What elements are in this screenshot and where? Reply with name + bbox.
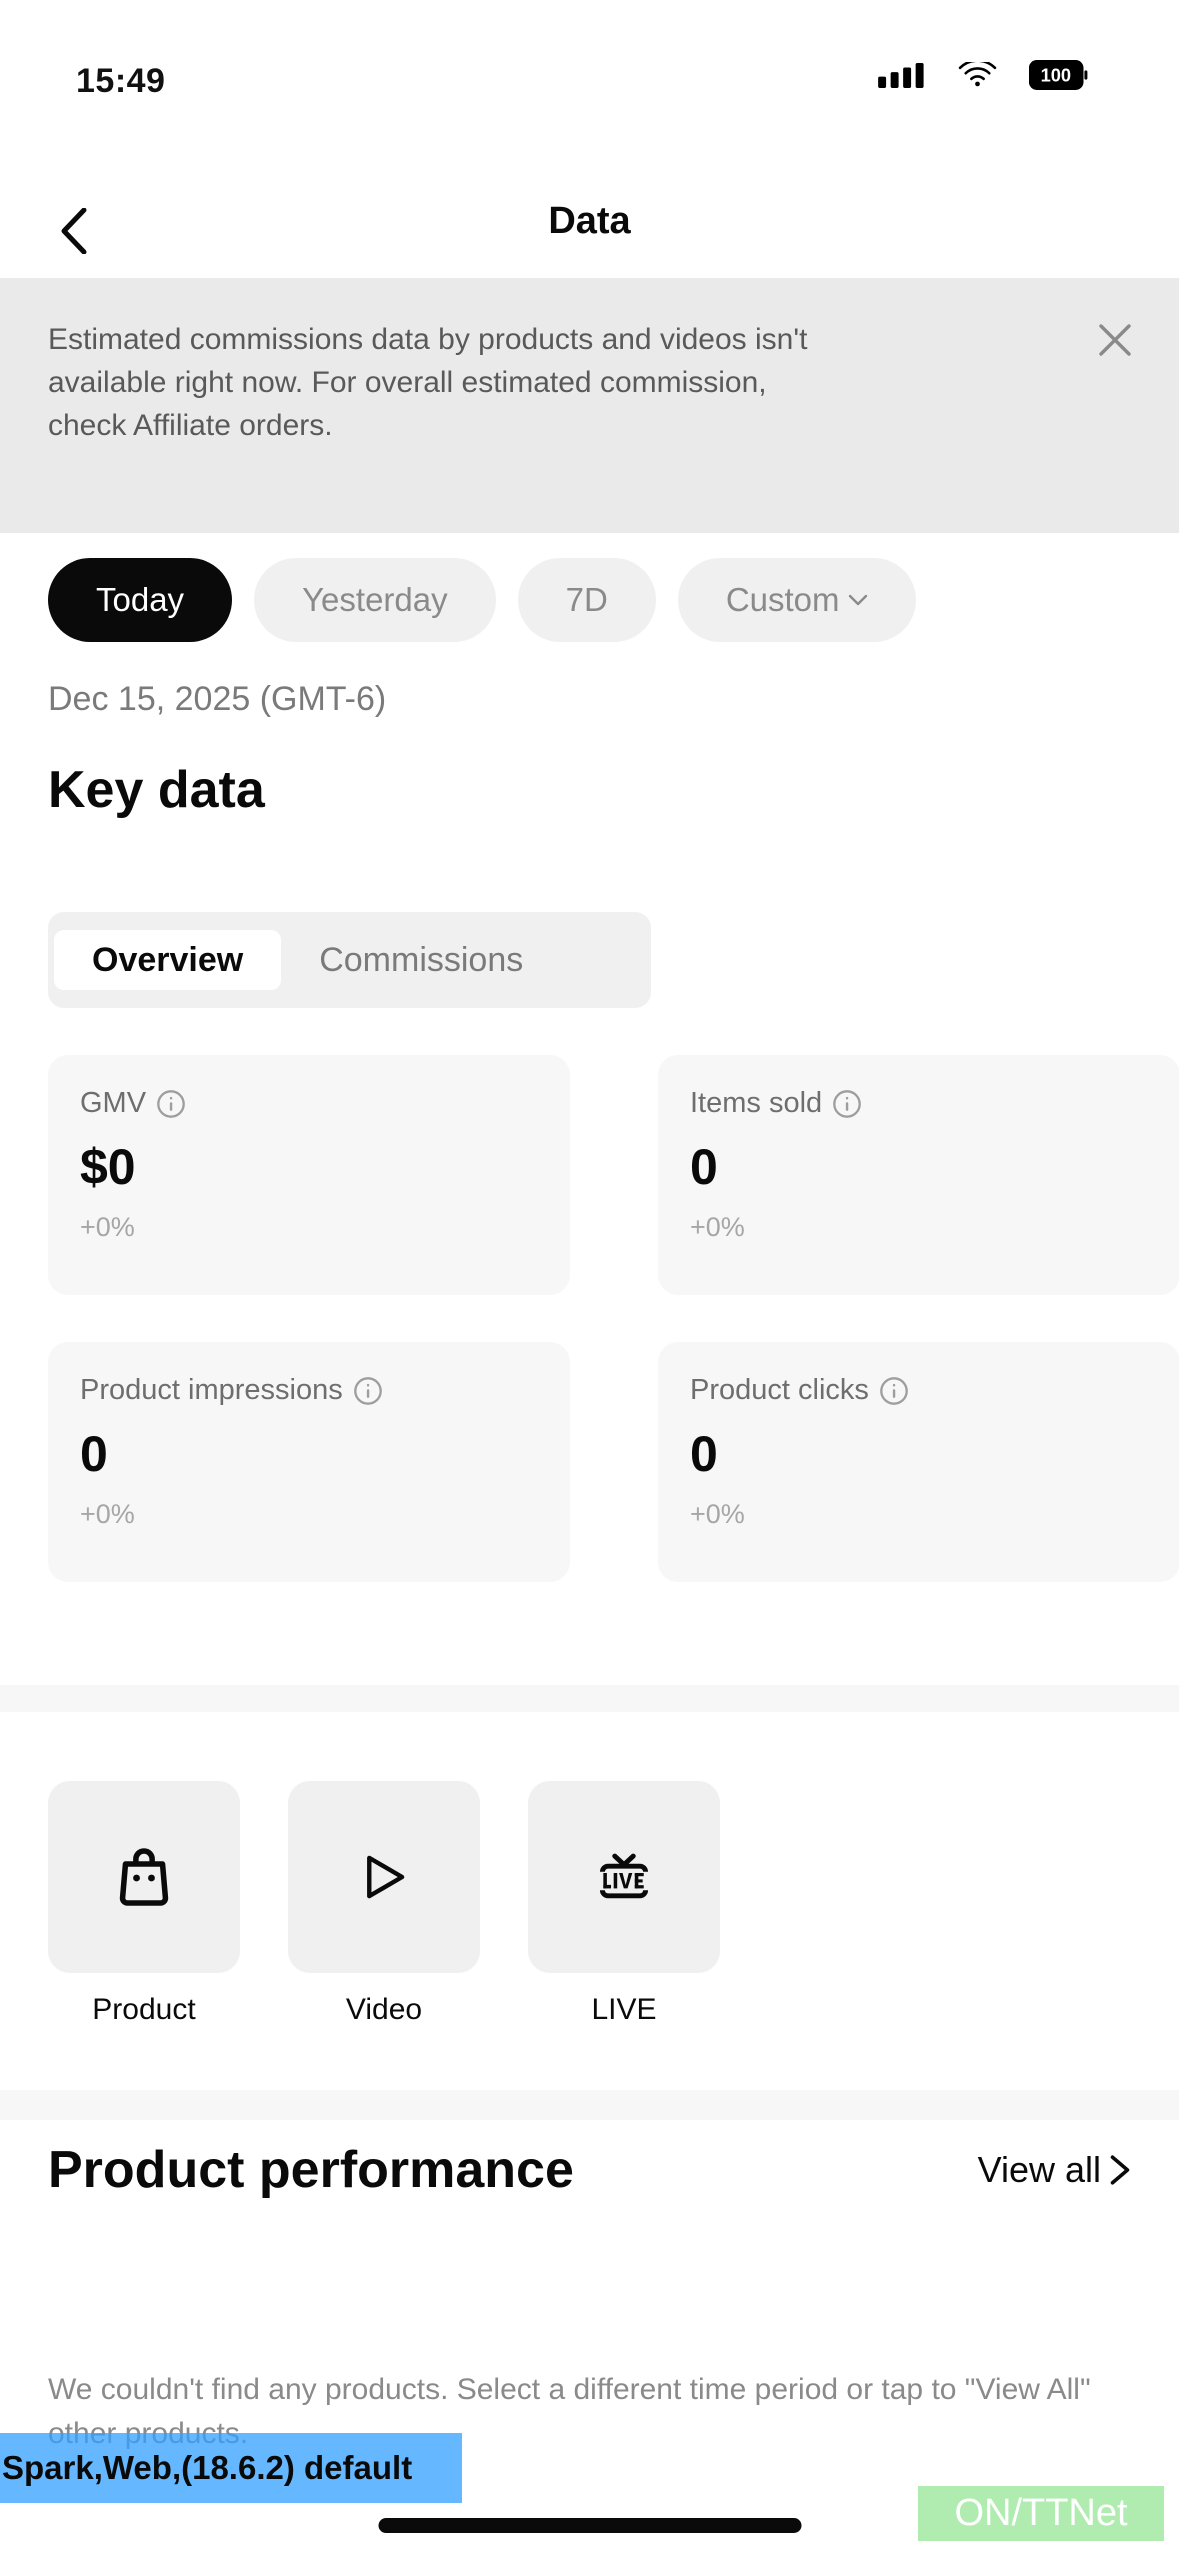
- svg-text:100: 100: [1041, 64, 1071, 85]
